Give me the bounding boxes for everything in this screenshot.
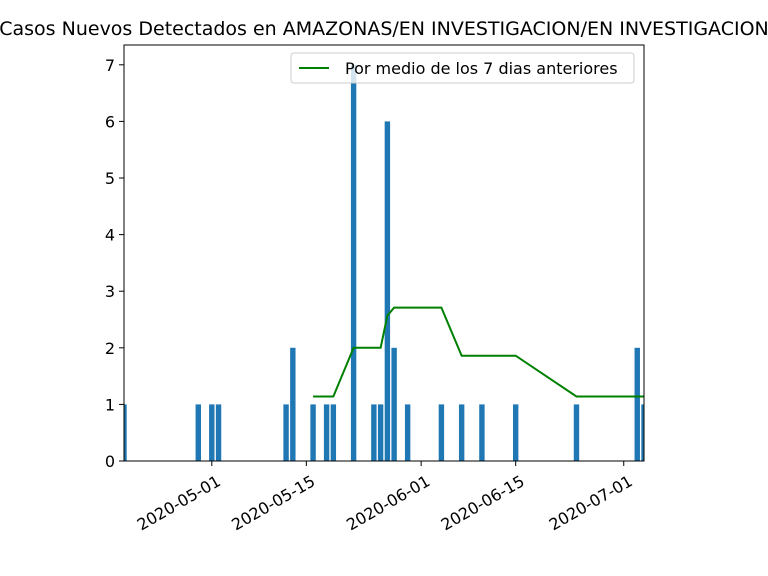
legend-label: Por medio de los 7 dias anteriores — [345, 59, 618, 78]
bar — [209, 404, 215, 461]
bar — [641, 404, 644, 461]
y-tick-label: 5 — [105, 169, 115, 188]
bar — [310, 404, 316, 461]
y-tick-label: 6 — [105, 112, 115, 131]
bar — [479, 404, 485, 461]
x-tick-label: 2020-06-15 — [438, 471, 528, 534]
y-tick-label: 1 — [105, 395, 115, 414]
bar — [384, 121, 391, 461]
y-tick-label: 0 — [105, 452, 115, 471]
bar — [512, 404, 519, 461]
bar — [391, 347, 397, 461]
bar — [404, 404, 411, 461]
bar — [330, 404, 337, 461]
x-tick-label: 2020-06-01 — [343, 471, 433, 534]
bar — [350, 64, 357, 462]
x-tick-label: 2020-05-01 — [134, 471, 224, 534]
bar — [634, 347, 640, 461]
bar — [290, 347, 296, 461]
chart-title: Casos Nuevos Detectados en AMAZONAS/EN I… — [0, 18, 768, 40]
bar — [323, 404, 330, 461]
bar — [215, 404, 222, 461]
y-tick-label: 3 — [105, 282, 115, 301]
bars-layer — [124, 64, 644, 462]
bar — [371, 404, 377, 461]
bar — [283, 404, 289, 461]
plot-frame — [123, 44, 645, 462]
legend: Por medio de los 7 dias anteriores — [290, 52, 635, 84]
bar — [124, 404, 127, 461]
bar — [573, 404, 580, 461]
bar — [438, 404, 445, 461]
average-line-layer — [313, 306, 644, 398]
bar — [458, 404, 465, 461]
y-tick-label: 2 — [105, 339, 115, 358]
average-line — [313, 306, 644, 398]
legend-box — [290, 52, 635, 84]
bar — [195, 404, 201, 461]
x-tick-label: 2020-07-01 — [546, 471, 636, 534]
bar — [377, 404, 384, 461]
y-tick-label: 7 — [105, 56, 115, 75]
y-tick-label: 4 — [105, 226, 115, 245]
x-tick-label: 2020-05-15 — [228, 471, 318, 534]
